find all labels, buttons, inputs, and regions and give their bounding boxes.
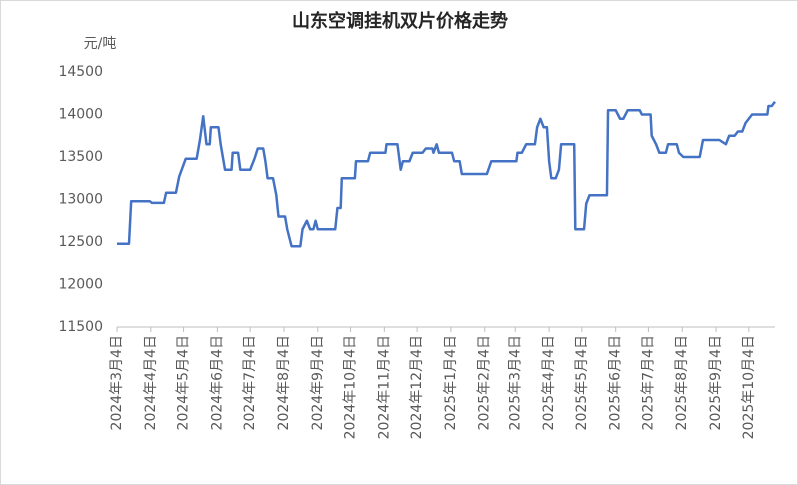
x-tick-label: 2024年6月4日 — [209, 335, 225, 430]
data-line — [117, 100, 776, 248]
x-tick-label: 2025年6月4日 — [608, 335, 624, 430]
y-tick-label: 12000 — [58, 277, 103, 293]
x-tick-label: 2025年10月4日 — [741, 335, 757, 439]
x-tick-label: 2024年8月4日 — [276, 335, 292, 430]
x-tick-label: 2025年9月4日 — [708, 335, 724, 430]
x-tick-label: 2024年4月4日 — [143, 335, 159, 430]
x-tick-label: 2024年12月4日 — [409, 335, 425, 439]
x-tick-label: 2024年9月4日 — [310, 335, 326, 430]
chart-title: 山东空调挂机双片价格走势 — [292, 10, 508, 32]
x-tick-label: 2025年1月4日 — [443, 335, 459, 430]
x-tick-label: 2025年2月4日 — [477, 335, 493, 430]
y-tick-label: 13500 — [58, 149, 103, 165]
x-tick-label: 2024年3月4日 — [109, 335, 125, 430]
y-tick-label: 14500 — [58, 64, 103, 80]
x-tick-label: 2025年8月4日 — [674, 335, 690, 430]
x-tick-label: 2024年10月4日 — [343, 335, 359, 439]
y-tick-label: 12500 — [58, 234, 103, 250]
y-tick-label: 11500 — [58, 319, 103, 335]
x-tick-label: 2024年11月4日 — [376, 335, 392, 439]
x-tick-label: 2025年3月4日 — [507, 335, 523, 430]
y-axis-label: 元/吨 — [84, 36, 117, 52]
x-tick-label: 2025年7月4日 — [640, 335, 656, 430]
x-tick-label: 2025年5月4日 — [574, 335, 590, 430]
x-tick-label: 2024年5月4日 — [176, 335, 192, 430]
x-tick-label: 2025年4月4日 — [541, 335, 557, 430]
y-tick-label: 14000 — [58, 107, 103, 123]
y-tick-label: 13000 — [58, 192, 103, 208]
x-tick-label: 2024年7月4日 — [242, 335, 258, 430]
